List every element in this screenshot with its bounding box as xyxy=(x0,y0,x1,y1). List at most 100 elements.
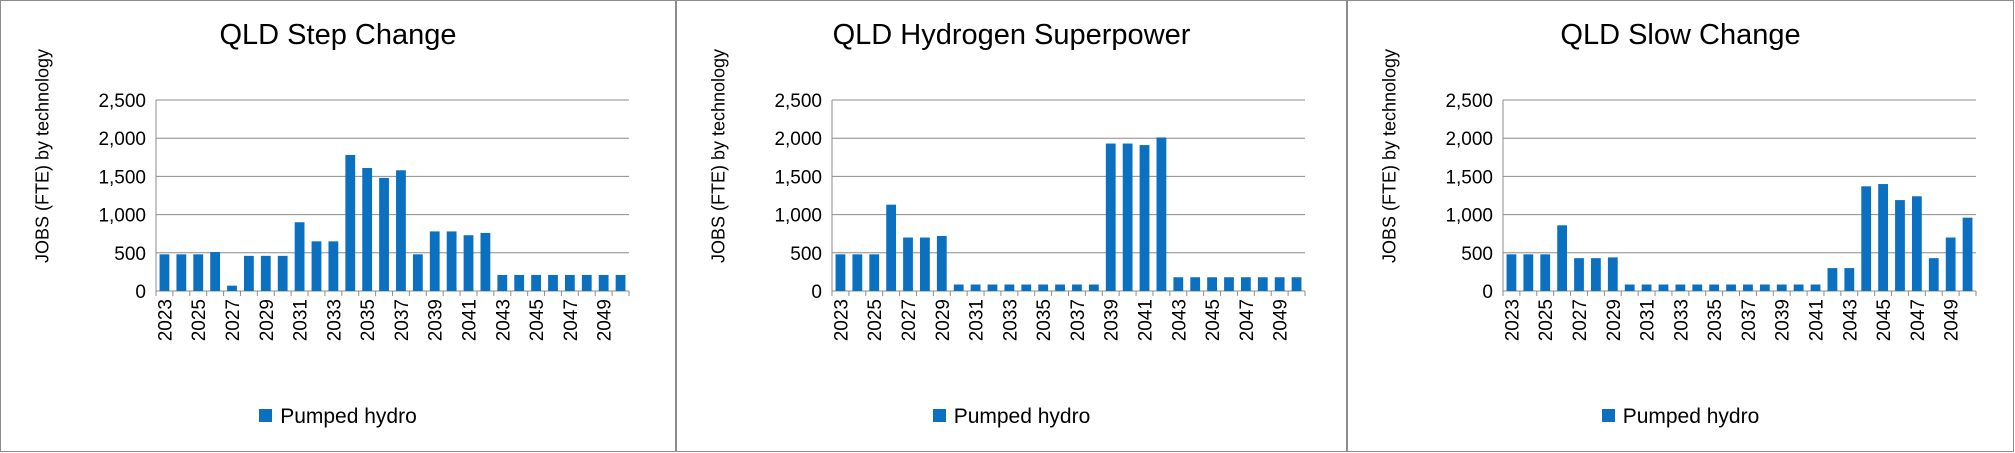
x-tick-label: 2025 xyxy=(865,299,886,341)
y-tick-label: 1,500 xyxy=(98,167,146,188)
bar-2048 xyxy=(581,274,592,291)
bar-2027 xyxy=(1574,258,1584,291)
bar-2029 xyxy=(936,235,947,291)
plot-area: 0 500 1,000 1,500 2,000 2,500 2023 2025 2027 2029… xyxy=(98,91,630,341)
bar-2038 xyxy=(1759,284,1770,291)
y-tick-label: 2,000 xyxy=(1445,129,1493,150)
x-tick-label: 2029 xyxy=(257,299,278,341)
bar-2035 xyxy=(362,167,373,291)
bar-2033 xyxy=(328,241,339,291)
y-tick-label: 500 xyxy=(790,244,822,265)
x-tick-label: 2031 xyxy=(967,299,988,341)
y-tick-label: 2,000 xyxy=(98,129,146,150)
x-tick-label: 2027 xyxy=(223,299,244,341)
chart-title: QLD Slow Change xyxy=(1560,19,1801,51)
bar-2037 xyxy=(396,170,406,291)
y-tick-label: 2,000 xyxy=(774,129,822,150)
x-tick-label: 2023 xyxy=(155,299,176,341)
x-tick-label: 2035 xyxy=(1034,299,1055,341)
bar-2034 xyxy=(1692,284,1703,291)
x-tick-label: 2039 xyxy=(1773,299,1794,341)
bar-2040 xyxy=(1793,284,1804,291)
bar-2042 xyxy=(480,232,491,291)
bar-2045 xyxy=(1207,277,1217,291)
bar-2037 xyxy=(1072,284,1082,291)
x-tick-label: 2047 xyxy=(1237,299,1258,341)
legend: Pumped hydro xyxy=(677,405,1346,429)
bar-2046 xyxy=(548,274,558,291)
x-tick-label: 2027 xyxy=(1570,299,1591,341)
y-tick-label: 0 xyxy=(135,282,146,303)
x-tick-label: 2033 xyxy=(1000,299,1021,341)
y-tick-label: 1,500 xyxy=(1445,167,1493,188)
y-tick-label: 0 xyxy=(1482,282,1493,303)
bar-2023 xyxy=(835,254,846,291)
x-tick-label: 2043 xyxy=(1169,299,1190,341)
bar-2023 xyxy=(1506,254,1517,291)
legend-label: Pumped hydro xyxy=(1622,405,1760,428)
bar-2027 xyxy=(227,285,237,291)
x-tick-label: 2033 xyxy=(1671,299,1692,341)
chart-title: QLD Hydrogen Superpower xyxy=(832,19,1191,51)
chart-panel: QLD Slow Change JOBS (FTE) by technology 0… xyxy=(1347,0,2014,452)
bar-2026 xyxy=(1557,225,1568,291)
x-tick-label: 2025 xyxy=(1536,299,1557,341)
bar-2041 xyxy=(463,235,474,291)
x-tick-label: 2037 xyxy=(1739,299,1760,341)
bar-2025 xyxy=(869,254,880,291)
bar-2044 xyxy=(1861,186,1872,291)
bar-2039 xyxy=(1105,143,1116,291)
bar-2042 xyxy=(1156,137,1167,291)
bar-2025 xyxy=(1540,254,1551,291)
y-tick-label: 1,000 xyxy=(98,206,146,227)
bar-2037 xyxy=(1743,284,1753,291)
x-tick-label: 2031 xyxy=(291,299,312,341)
bar-2049 xyxy=(1274,277,1285,291)
y-tick-label: 1,000 xyxy=(1445,206,1493,227)
x-tick-label: 2043 xyxy=(493,299,514,341)
bar-2024 xyxy=(176,254,187,291)
x-tick-label: 2045 xyxy=(1203,299,1224,341)
y-tick-label: 2,500 xyxy=(774,91,822,112)
bar-2032 xyxy=(1658,284,1669,291)
bar-2046 xyxy=(1895,200,1905,291)
bar-2045 xyxy=(531,274,541,291)
bar-2036 xyxy=(379,177,389,291)
bar-2030 xyxy=(277,255,288,291)
bar-2044 xyxy=(1190,277,1201,291)
x-tick-label: 2045 xyxy=(527,299,548,341)
bar-2050 xyxy=(1291,277,1302,291)
bar-2031 xyxy=(970,284,981,291)
bar-2030 xyxy=(953,284,964,291)
x-tick-label: 2037 xyxy=(1068,299,1089,341)
x-tick-label: 2049 xyxy=(1271,299,1292,341)
bar-2049 xyxy=(1945,237,1956,291)
bar-2041 xyxy=(1810,284,1821,291)
bar-2035 xyxy=(1038,284,1049,291)
bar-2043 xyxy=(1173,277,1184,291)
bar-2047 xyxy=(1240,277,1251,291)
x-tick-label: 2043 xyxy=(1840,299,1861,341)
bar-2045 xyxy=(1878,184,1888,291)
y-tick-label: 500 xyxy=(1461,244,1493,265)
bar-2043 xyxy=(497,274,508,291)
x-tick-label: 2041 xyxy=(1136,299,1157,341)
bar-2034 xyxy=(1021,284,1032,291)
bar-2043 xyxy=(1844,268,1855,291)
x-tick-label: 2041 xyxy=(1807,299,1828,341)
bar-2032 xyxy=(987,284,998,291)
bar-2028 xyxy=(920,237,930,291)
y-tick-label: 1,000 xyxy=(774,206,822,227)
bar-2038 xyxy=(1088,284,1099,291)
bar-2047 xyxy=(564,274,575,291)
bar-2046 xyxy=(1224,277,1234,291)
x-tick-label: 2031 xyxy=(1638,299,1659,341)
bar-2029 xyxy=(1607,257,1618,291)
bar-2026 xyxy=(210,252,221,291)
x-tick-label: 2045 xyxy=(1874,299,1895,341)
bar-2031 xyxy=(294,222,305,291)
legend: Pumped hydro xyxy=(1,405,675,429)
bar-2028 xyxy=(244,255,254,291)
bar-2032 xyxy=(311,241,322,291)
